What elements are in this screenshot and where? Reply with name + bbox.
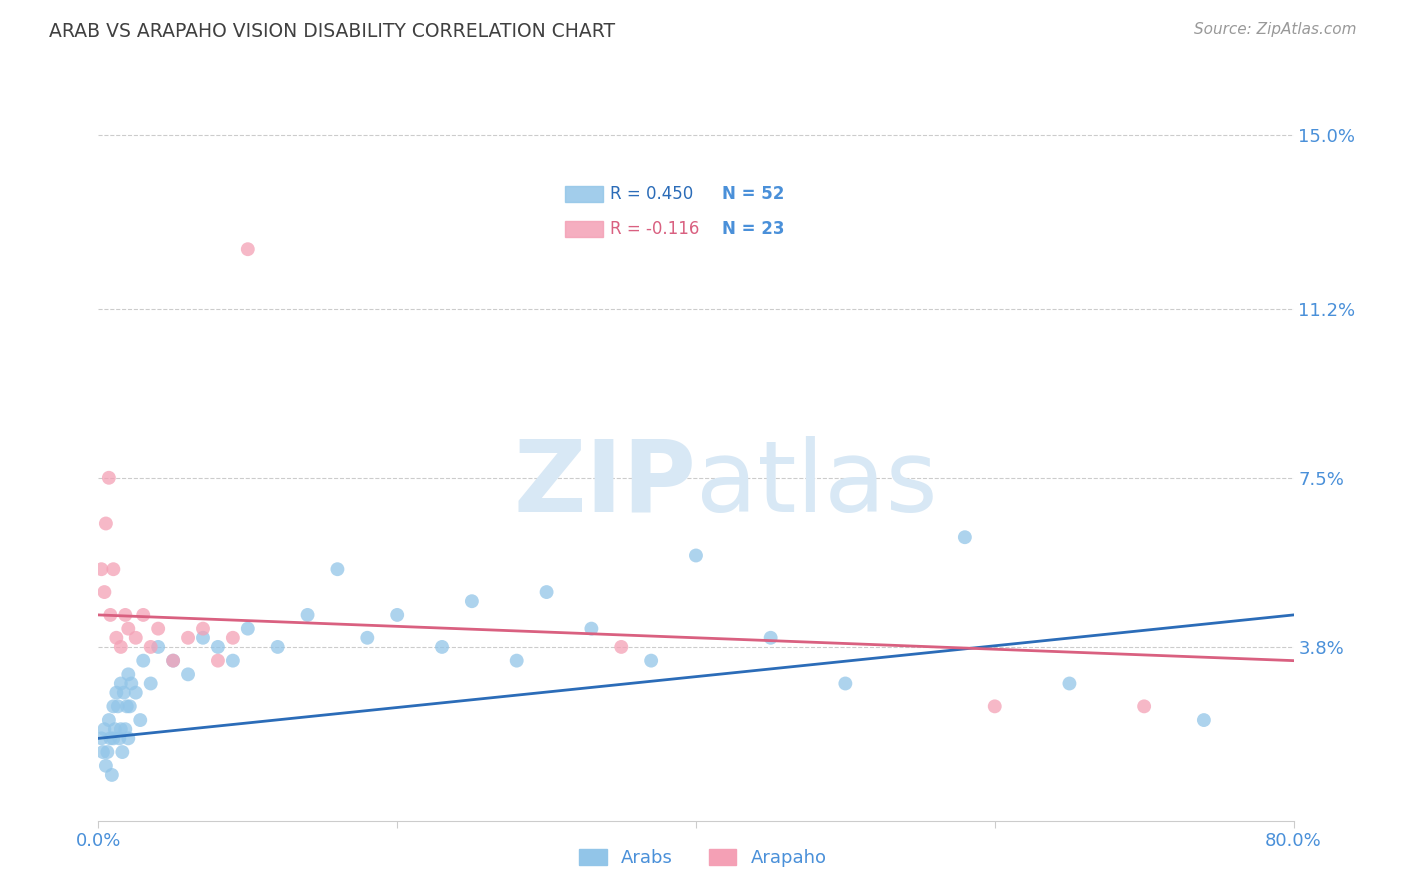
Point	[103, 699, 125, 714]
Point	[207, 640, 229, 654]
Point	[114, 607, 136, 622]
Point	[132, 654, 155, 668]
Point	[103, 731, 125, 746]
Point	[191, 631, 214, 645]
Point	[115, 699, 138, 714]
Point	[117, 622, 139, 636]
Text: R = 0.450: R = 0.450	[610, 185, 693, 203]
Point	[120, 676, 142, 690]
Point	[98, 607, 122, 622]
Point	[581, 622, 603, 636]
Point	[759, 631, 782, 645]
Point	[536, 585, 558, 599]
Point	[430, 640, 453, 654]
Point	[132, 607, 155, 622]
Point	[94, 516, 117, 531]
Point	[162, 654, 184, 668]
Point	[110, 676, 132, 690]
Text: N = 23: N = 23	[723, 220, 785, 238]
Point	[91, 745, 114, 759]
Point	[1133, 699, 1156, 714]
Point	[107, 699, 129, 714]
Point	[97, 713, 120, 727]
Point	[90, 731, 112, 746]
Point	[162, 654, 184, 668]
Point	[110, 723, 132, 737]
Point	[105, 686, 128, 700]
Point	[125, 686, 148, 700]
Point	[104, 723, 127, 737]
Point	[834, 676, 856, 690]
Point	[117, 667, 139, 681]
Point	[207, 654, 229, 668]
Point	[110, 640, 132, 654]
Point	[139, 676, 162, 690]
Point	[177, 667, 200, 681]
Point	[1059, 676, 1081, 690]
Point	[93, 585, 115, 599]
Point	[108, 731, 131, 746]
Bar	[565, 221, 603, 237]
Point	[98, 731, 122, 746]
Point	[461, 594, 484, 608]
Point	[610, 640, 633, 654]
Point	[101, 768, 124, 782]
Point	[97, 471, 120, 485]
Point	[129, 713, 152, 727]
Point	[222, 654, 245, 668]
Point	[118, 699, 141, 714]
Point	[191, 622, 214, 636]
Point	[953, 530, 976, 544]
Text: ARAB VS ARAPAHO VISION DISABILITY CORRELATION CHART: ARAB VS ARAPAHO VISION DISABILITY CORREL…	[49, 22, 616, 41]
Point	[139, 640, 162, 654]
Point	[385, 607, 409, 622]
Point	[114, 723, 136, 737]
Text: atlas: atlas	[696, 435, 938, 533]
Point	[685, 549, 707, 563]
Point	[90, 562, 112, 576]
Text: N = 52: N = 52	[723, 185, 785, 203]
Point	[111, 745, 134, 759]
Point	[506, 654, 529, 668]
Point	[356, 631, 378, 645]
Text: ZIP: ZIP	[513, 435, 696, 533]
Bar	[553, 166, 792, 253]
Point	[1192, 713, 1215, 727]
Point	[236, 242, 259, 256]
Bar	[565, 186, 603, 202]
Point	[117, 731, 139, 746]
Point	[148, 622, 170, 636]
Point	[93, 723, 115, 737]
Point	[112, 686, 135, 700]
Point	[96, 745, 118, 759]
Point	[105, 631, 128, 645]
Point	[94, 758, 117, 772]
Point	[148, 640, 170, 654]
Point	[103, 562, 125, 576]
Point	[326, 562, 349, 576]
Legend: Arabs, Arapaho: Arabs, Arapaho	[572, 841, 834, 874]
Point	[222, 631, 245, 645]
Text: Source: ZipAtlas.com: Source: ZipAtlas.com	[1194, 22, 1357, 37]
Point	[297, 607, 319, 622]
Point	[125, 631, 148, 645]
Point	[177, 631, 200, 645]
Point	[267, 640, 290, 654]
Point	[236, 622, 259, 636]
Text: R = -0.116: R = -0.116	[610, 220, 700, 238]
Point	[640, 654, 662, 668]
Point	[984, 699, 1007, 714]
